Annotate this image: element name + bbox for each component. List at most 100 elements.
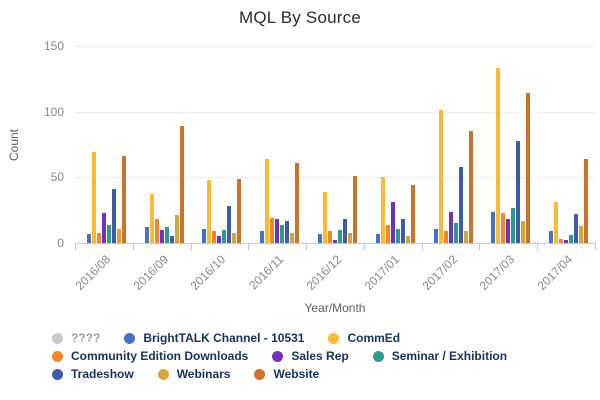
bar-sales-rep-2017-03[interactable] xyxy=(506,219,511,243)
bar-webinars-2017-03[interactable] xyxy=(521,220,526,243)
x-category-label-2017-01: 2017/01 xyxy=(361,252,402,293)
x-category-label-2017-04: 2017/04 xyxy=(534,252,576,293)
bar-community-edition-downloads-2016-09[interactable] xyxy=(154,219,159,243)
legend-item-community-edition-downloads[interactable]: Community Edition Downloads xyxy=(52,349,248,363)
bar-seminar-exhibition-2016-09[interactable] xyxy=(164,227,169,243)
bar-webinars-2017-04[interactable] xyxy=(579,225,584,243)
legend-label-community-edition-downloads: Community Edition Downloads xyxy=(71,349,249,363)
legend-item-unknown[interactable]: ???? xyxy=(52,331,100,345)
bar-brighttalk-channel-10531-2017-03[interactable] xyxy=(491,211,496,243)
bar-seminar-exhibition-2017-03[interactable] xyxy=(511,207,516,243)
bar-commed-2017-03[interactable] xyxy=(496,68,501,243)
x-axis-tick xyxy=(595,243,596,250)
bar-brighttalk-channel-10531-2016-08[interactable] xyxy=(86,233,91,243)
bar-community-edition-downloads-2016-12[interactable] xyxy=(328,231,332,243)
bar-brighttalk-channel-10531-2016-09[interactable] xyxy=(144,227,149,243)
bar-tradeshow-2016-11[interactable] xyxy=(285,220,290,243)
bar-commed-2016-09[interactable] xyxy=(149,194,154,243)
legend-item-tradeshow[interactable]: Tradeshow xyxy=(52,367,134,381)
bar-website-2016-09[interactable] xyxy=(179,126,184,243)
bar-tradeshow-2017-04[interactable] xyxy=(574,214,579,243)
legend-marker-webinars xyxy=(157,368,169,380)
bar-website-2017-04[interactable] xyxy=(584,158,589,243)
bar-sales-rep-2016-12[interactable] xyxy=(333,240,337,243)
bar-commed-2016-08[interactable] xyxy=(91,152,96,243)
bar-brighttalk-channel-10531-2017-01[interactable] xyxy=(375,233,380,243)
chart-title: MQL By Source xyxy=(239,8,361,27)
bar-website-2017-02[interactable] xyxy=(468,131,473,243)
bar-seminar-exhibition-2016-12[interactable] xyxy=(338,229,342,243)
bar-webinars-2017-02[interactable] xyxy=(463,231,468,243)
bar-community-edition-downloads-2017-03[interactable] xyxy=(501,212,506,243)
bar-sales-rep-2016-11[interactable] xyxy=(275,219,280,243)
x-category-label-2017-02: 2017/02 xyxy=(419,252,460,293)
bar-seminar-exhibition-2016-11[interactable] xyxy=(280,224,285,243)
bar-webinars-2016-08[interactable] xyxy=(116,228,121,243)
bar-sales-rep-2017-01[interactable] xyxy=(390,202,395,243)
x-axis-tick xyxy=(248,243,250,250)
bar-sales-rep-2016-08[interactable] xyxy=(101,212,106,243)
legend-marker-commed xyxy=(328,332,340,344)
bar-community-edition-downloads-2017-04[interactable] xyxy=(559,239,564,243)
bar-website-2016-12[interactable] xyxy=(353,176,357,243)
bar-commed-2016-12[interactable] xyxy=(323,191,327,243)
bar-tradeshow-2016-10[interactable] xyxy=(227,206,232,243)
bar-tradeshow-2017-02[interactable] xyxy=(458,166,463,243)
legend-item-webinars[interactable]: Webinars xyxy=(157,367,231,381)
bar-tradeshow-2017-03[interactable] xyxy=(516,140,521,243)
bar-brighttalk-channel-10531-2016-11[interactable] xyxy=(260,231,265,243)
legend-item-seminar-exhibition[interactable]: Seminar / Exhibition xyxy=(372,349,508,363)
legend-label-seminar-exhibition: Seminar / Exhibition xyxy=(391,349,508,363)
bar-webinars-2017-01[interactable] xyxy=(405,236,410,243)
bar-webinars-2016-11[interactable] xyxy=(290,232,295,243)
bar-commed-2016-11[interactable] xyxy=(265,158,270,243)
bar-sales-rep-2017-04[interactable] xyxy=(564,240,569,243)
x-category-label-2016-11: 2016/11 xyxy=(246,252,287,293)
bar-webinars-2016-09[interactable] xyxy=(174,215,179,243)
bar-tradeshow-2016-09[interactable] xyxy=(169,236,174,243)
bar-brighttalk-channel-10531-2017-04[interactable] xyxy=(549,231,554,243)
bar-community-edition-downloads-2016-08[interactable] xyxy=(96,232,101,243)
bar-community-edition-downloads-2017-02[interactable] xyxy=(443,231,448,243)
bar-website-2016-10[interactable] xyxy=(237,178,242,243)
legend-row-1: ???? BrightTALK Channel - 10531 CommEd xyxy=(52,329,507,347)
legend-item-website[interactable]: Website xyxy=(254,367,319,381)
bar-tradeshow-2016-12[interactable] xyxy=(343,219,347,243)
bar-tradeshow-2016-08[interactable] xyxy=(111,189,116,243)
bar-community-edition-downloads-2016-10[interactable] xyxy=(212,231,217,243)
bar-community-edition-downloads-2017-01[interactable] xyxy=(385,224,390,243)
bar-commed-2016-10[interactable] xyxy=(207,180,212,243)
bar-community-edition-downloads-2016-11[interactable] xyxy=(270,218,275,243)
y-tick-label-50: 50 xyxy=(50,170,64,185)
legend-marker-tradeshow xyxy=(52,368,63,380)
bar-seminar-exhibition-2016-10[interactable] xyxy=(222,229,227,243)
bar-sales-rep-2016-10[interactable] xyxy=(217,236,222,243)
bar-website-2017-03[interactable] xyxy=(526,93,531,243)
bar-website-2016-08[interactable] xyxy=(121,156,126,243)
bar-webinars-2016-10[interactable] xyxy=(232,232,237,243)
bar-webinars-2016-12[interactable] xyxy=(348,232,352,243)
bar-brighttalk-channel-10531-2016-10[interactable] xyxy=(202,228,207,243)
bar-sales-rep-2016-09[interactable] xyxy=(159,229,164,243)
bar-seminar-exhibition-2017-04[interactable] xyxy=(569,235,574,243)
bar-commed-2017-04[interactable] xyxy=(554,202,559,243)
bar-website-2016-11[interactable] xyxy=(295,162,300,243)
bar-seminar-exhibition-2017-01[interactable] xyxy=(395,228,400,243)
legend-item-brighttalk-channel-10531[interactable]: BrightTALK Channel - 10531 xyxy=(124,331,304,345)
bar-commed-2017-02[interactable] xyxy=(438,110,443,243)
bar-seminar-exhibition-2016-08[interactable] xyxy=(106,224,111,243)
bar-website-2017-01[interactable] xyxy=(410,185,415,243)
bar-tradeshow-2017-01[interactable] xyxy=(400,219,405,243)
x-category-label-2016-08: 2016/08 xyxy=(72,252,114,293)
gridline-y-50 xyxy=(75,177,595,179)
x-axis-tick xyxy=(537,243,539,250)
legend-label-unknown: ???? xyxy=(71,331,101,345)
bar-brighttalk-channel-10531-2016-12[interactable] xyxy=(318,233,322,243)
bar-commed-2017-01[interactable] xyxy=(380,177,385,243)
bar-sales-rep-2017-02[interactable] xyxy=(448,211,453,243)
bar-brighttalk-channel-10531-2017-02[interactable] xyxy=(433,228,438,243)
legend-item-sales-rep[interactable]: Sales Rep xyxy=(272,349,349,363)
bar-seminar-exhibition-2017-02[interactable] xyxy=(453,223,458,243)
legend-item-commed[interactable]: CommEd xyxy=(328,331,400,345)
legend-label-webinars: Webinars xyxy=(176,367,231,381)
